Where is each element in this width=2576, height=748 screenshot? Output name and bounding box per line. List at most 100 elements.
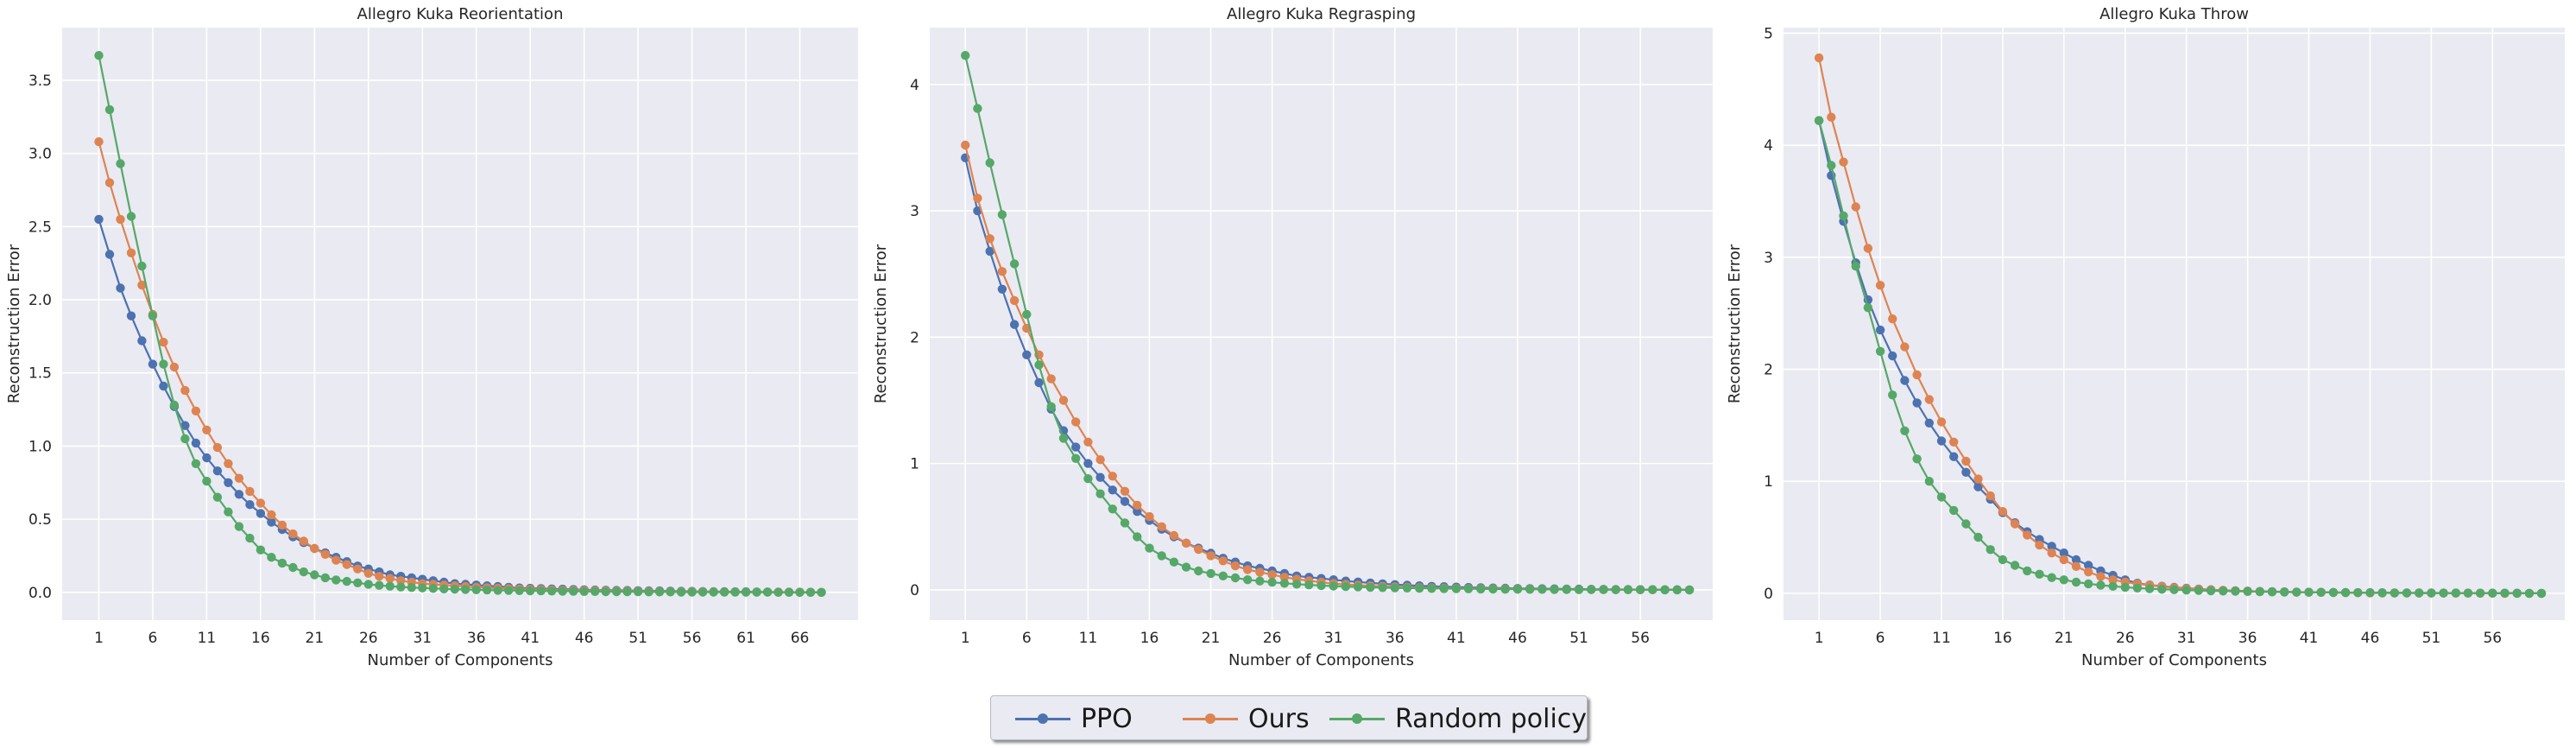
x-tick-label: 16 [1993, 630, 2012, 647]
data-point [483, 585, 492, 595]
data-point [590, 586, 600, 596]
data-point [234, 490, 244, 499]
data-point [2292, 587, 2301, 597]
data-point [2475, 588, 2485, 598]
data-point [224, 478, 233, 487]
data-point [526, 586, 535, 596]
data-point [1022, 309, 1032, 320]
y-tick-label: 0 [1764, 586, 1773, 603]
data-point [2084, 561, 2093, 570]
series-random-policy [1814, 116, 2547, 599]
data-point [1181, 538, 1191, 548]
data-point [1157, 551, 1166, 561]
data-point [342, 560, 351, 569]
data-point [1058, 434, 1069, 443]
data-point [1512, 585, 1523, 594]
data-point [1108, 504, 1118, 514]
x-tick-label: 6 [148, 630, 158, 647]
data-point [1998, 555, 2008, 565]
data-point [331, 575, 341, 585]
data-point [1936, 417, 1947, 427]
data-point [2488, 588, 2497, 598]
y-axis-label: Reconstruction Error [5, 244, 23, 403]
data-point [288, 529, 298, 539]
data-point [159, 338, 168, 347]
data-point [730, 587, 740, 597]
data-point [2120, 582, 2130, 593]
data-point [1839, 211, 1848, 221]
data-point [1961, 467, 1971, 477]
data-point [2108, 581, 2118, 591]
data-point [1961, 456, 1971, 466]
data-point [1378, 583, 1387, 593]
data-point [1046, 374, 1056, 384]
data-point [2451, 588, 2460, 598]
data-point [997, 267, 1007, 276]
data-point [752, 587, 761, 597]
data-point [1500, 585, 1510, 594]
plot-area [62, 28, 858, 620]
data-point [1684, 585, 1695, 595]
data-point [2035, 540, 2044, 550]
x-tick-label: 26 [1263, 630, 1282, 647]
data-point [1599, 585, 1608, 594]
data-point [104, 178, 115, 187]
data-point [191, 438, 201, 448]
data-point [396, 576, 406, 586]
data-point [985, 246, 994, 257]
data-point [267, 553, 276, 562]
data-point [1329, 581, 1338, 591]
data-point [385, 581, 395, 591]
data-point [2059, 555, 2068, 565]
data-point [1206, 568, 1215, 579]
data-point [2390, 588, 2399, 598]
data-point [299, 536, 308, 546]
x-tick-label: 26 [359, 630, 378, 647]
data-point [1949, 505, 1959, 516]
data-point [407, 583, 416, 593]
data-point [1255, 567, 1265, 577]
data-point [212, 442, 223, 453]
data-point [320, 573, 330, 583]
data-point [1304, 580, 1314, 590]
legend-label-ppo: PPO [1081, 703, 1133, 734]
data-point [2010, 561, 2020, 570]
data-point [973, 104, 982, 113]
data-point [1900, 376, 1910, 385]
data-point [1022, 350, 1032, 359]
data-point [450, 584, 459, 594]
data-point [363, 580, 373, 589]
data-point [1863, 303, 1873, 313]
data-point [1157, 522, 1166, 531]
data-point [1218, 571, 1228, 580]
x-tick-label: 31 [1324, 630, 1343, 647]
data-point [1863, 244, 1873, 253]
data-point [2059, 575, 2068, 585]
legend-swatch-random-policy [1329, 710, 1385, 727]
data-point [148, 311, 158, 320]
data-point [1900, 426, 1910, 435]
x-axis-label: Number of Components [1228, 651, 1414, 669]
x-tick-label: 1 [94, 630, 104, 647]
data-point [1949, 437, 1959, 447]
data-point [2144, 584, 2155, 593]
x-tick-label: 6 [1876, 630, 1885, 647]
data-point [1279, 579, 1290, 588]
x-tick-label: 46 [575, 630, 594, 647]
data-point [1912, 454, 1922, 464]
y-tick-label: 0 [910, 582, 919, 599]
x-axis-label: Number of Components [368, 651, 553, 669]
x-axis-label: Number of Components [2081, 651, 2267, 669]
data-point [795, 587, 805, 597]
data-point [1095, 455, 1105, 465]
data-point [2194, 586, 2204, 595]
data-point [2035, 569, 2044, 579]
data-point [104, 250, 115, 259]
data-point [94, 214, 104, 225]
data-point [428, 584, 438, 593]
data-point [1120, 486, 1130, 496]
data-point [1900, 342, 1910, 352]
